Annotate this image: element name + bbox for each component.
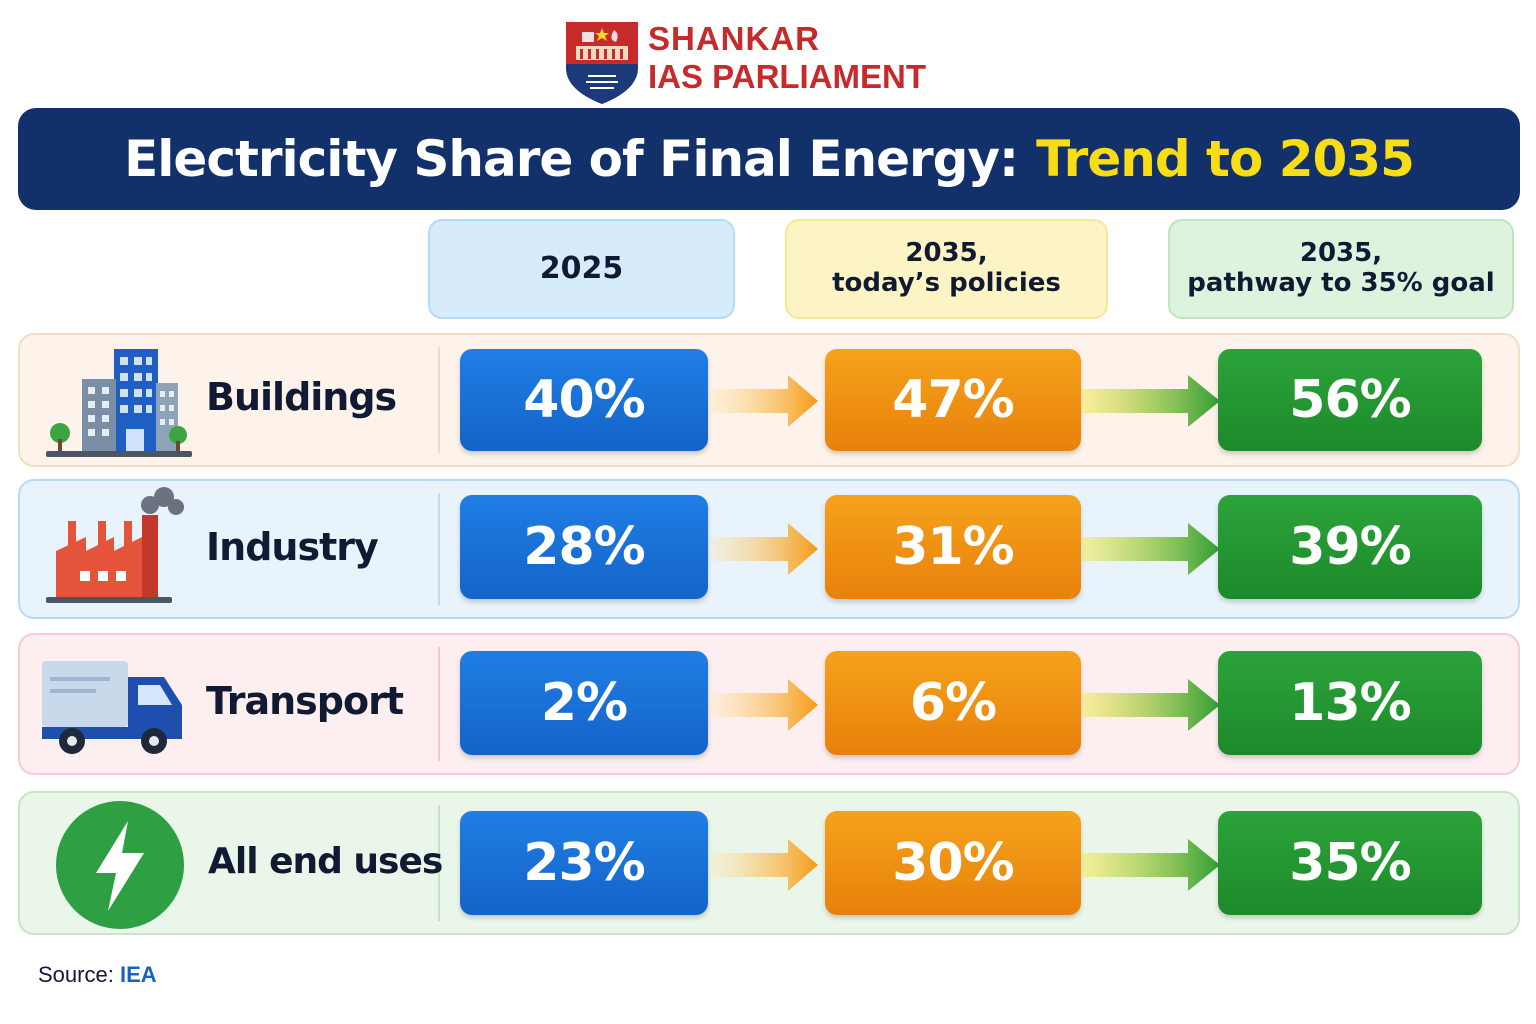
arrow-right-icon bbox=[710, 679, 818, 731]
row-label: Industry bbox=[206, 525, 379, 569]
row-buildings: Buildings 40% 47% 56% bbox=[18, 333, 1520, 467]
title-banner: Electricity Share of Final Energy: Trend … bbox=[18, 108, 1520, 210]
column-header-2035-policies: 2035, today’s policies bbox=[785, 219, 1108, 319]
value-2025: 2% bbox=[460, 651, 708, 755]
truck-icon bbox=[42, 661, 182, 754]
column-header-line1: 2035, bbox=[905, 238, 988, 269]
row-divider bbox=[438, 805, 440, 921]
row-divider bbox=[438, 647, 440, 761]
logo-line1: SHANKAR bbox=[648, 20, 820, 57]
arrow-right-icon bbox=[1082, 839, 1220, 891]
source-note: Source: IEA bbox=[38, 962, 157, 988]
value-2035-policies: 31% bbox=[825, 495, 1081, 599]
column-header-2035-goal: 2035, pathway to 35% goal bbox=[1168, 219, 1514, 319]
column-header-line2: today’s policies bbox=[832, 268, 1061, 298]
title-accent: Trend to 2035 bbox=[1036, 130, 1415, 188]
arrow-right-icon bbox=[1082, 375, 1220, 427]
value-2035-policies: 30% bbox=[825, 811, 1081, 915]
column-header-line1: 2035, bbox=[1299, 238, 1383, 269]
page-title: Electricity Share of Final Energy: Trend … bbox=[124, 130, 1415, 188]
title-main: Electricity Share of Final Energy: bbox=[124, 130, 1019, 188]
row-divider bbox=[438, 347, 440, 453]
row-all-end-uses: All end uses 23% 30% 35% bbox=[18, 791, 1520, 935]
source-label: Source: bbox=[38, 962, 114, 987]
arrow-right-icon bbox=[710, 523, 818, 575]
arrow-right-icon bbox=[710, 375, 818, 427]
logo: SHANKAR IAS PARLIAMENT bbox=[562, 16, 1002, 108]
arrow-right-icon bbox=[1082, 523, 1220, 575]
column-header-line1: 2025 bbox=[539, 250, 624, 286]
buildings-icon bbox=[46, 349, 192, 457]
row-label: Buildings bbox=[206, 375, 397, 419]
value-2035-goal: 56% bbox=[1218, 349, 1482, 451]
value-2025: 40% bbox=[460, 349, 708, 451]
value-2025: 28% bbox=[460, 495, 708, 599]
value-2035-goal: 13% bbox=[1218, 651, 1482, 755]
arrow-right-icon bbox=[1082, 679, 1220, 731]
row-industry: Industry 28% 31% 39% bbox=[18, 479, 1520, 619]
lightning-icon bbox=[56, 801, 184, 929]
column-header-2025: 2025 bbox=[428, 219, 735, 319]
row-divider bbox=[438, 493, 440, 605]
value-2025: 23% bbox=[460, 811, 708, 915]
value-2035-goal: 39% bbox=[1218, 495, 1482, 599]
value-2035-goal: 35% bbox=[1218, 811, 1482, 915]
value-2035-policies: 47% bbox=[825, 349, 1081, 451]
row-label: All end uses bbox=[208, 841, 443, 882]
row-label: Transport bbox=[206, 679, 404, 723]
row-transport: Transport 2% 6% 13% bbox=[18, 633, 1520, 775]
shield-logo-icon bbox=[566, 22, 638, 104]
logo-line2: IAS PARLIAMENT bbox=[648, 58, 927, 95]
column-header-line2: pathway to 35% goal bbox=[1187, 268, 1495, 298]
value-2035-policies: 6% bbox=[825, 651, 1081, 755]
factory-icon bbox=[46, 487, 184, 603]
arrow-right-icon bbox=[710, 839, 818, 891]
source-value: IEA bbox=[119, 962, 157, 987]
